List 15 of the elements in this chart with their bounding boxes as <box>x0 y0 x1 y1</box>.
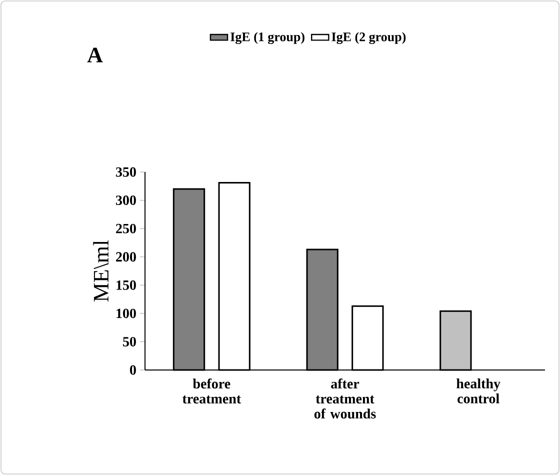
y-tick-label: 200 <box>116 252 136 262</box>
y-tick-label: 300 <box>116 196 136 206</box>
text: A <box>87 48 103 62</box>
y-tick-label: 100 <box>116 308 136 318</box>
legend-label: IgE (1 group) <box>230 32 304 44</box>
x-tick-label: before treatment <box>182 378 242 404</box>
x-tick-label: after treatment of wounds <box>314 378 376 419</box>
y-axis-title: ME\ml <box>93 240 109 302</box>
y-tick-label: 350 <box>116 167 136 177</box>
y-tick-label: 150 <box>116 280 136 290</box>
x-tick-label: healthy control <box>456 378 500 404</box>
y-tick-label: 0 <box>130 365 136 375</box>
y-tick-label: 50 <box>123 336 136 346</box>
legend-label: IgE (2 group) <box>332 32 406 44</box>
y-tick-label: 250 <box>116 224 136 234</box>
